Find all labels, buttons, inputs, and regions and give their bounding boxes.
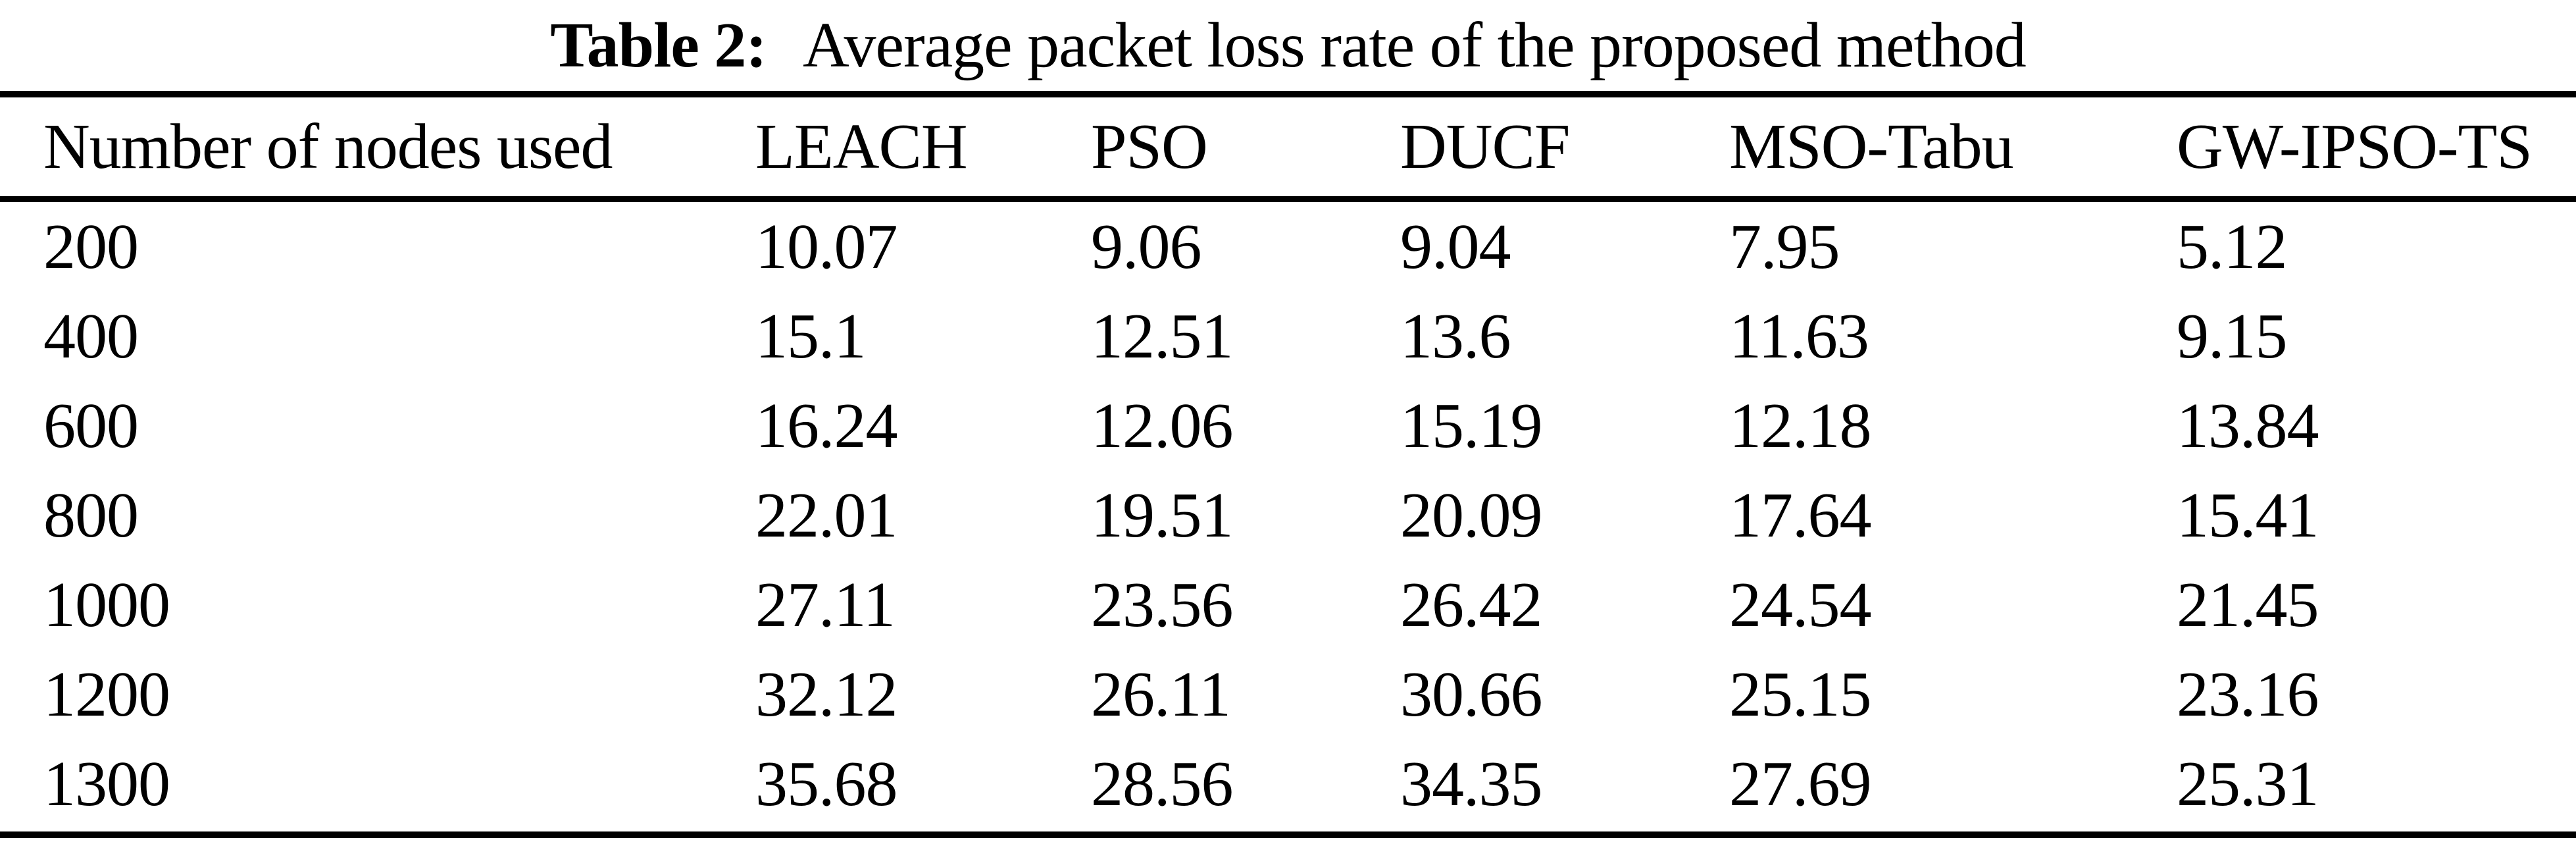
table-cell: 27.69: [1729, 749, 1872, 820]
table-cell: 35.68: [755, 749, 898, 820]
column-header-mso-tabu: MSO-Tabu: [1729, 94, 2177, 202]
table-cell: 21.45: [2177, 569, 2319, 641]
column-header-leach: LEACH: [755, 94, 1091, 202]
table-cell: 5.12: [2177, 211, 2288, 282]
table-caption: Table 2: Average packet loss rate of the…: [0, 0, 2576, 91]
table-cell: 15.41: [2177, 480, 2319, 551]
table-row: 400 15.1 12.51 13.6 11.63 9.15: [0, 292, 2576, 381]
column-header-pso: PSO: [1091, 94, 1400, 202]
table-cell: 200: [43, 211, 139, 282]
header-row: Number of nodes used LEACH PSO DUCF MSO-…: [0, 94, 2576, 202]
table-cell: 800: [43, 480, 139, 551]
table-cell: 27.11: [755, 569, 896, 641]
table-cell: 17.64: [1729, 480, 1872, 551]
table-cell: 1300: [43, 749, 170, 820]
table-cell: 1200: [43, 659, 170, 730]
table-cell: 16.24: [755, 390, 898, 462]
column-header-nodes: Number of nodes used: [0, 94, 755, 202]
table-cell: 22.01: [755, 480, 898, 551]
table-cell: 9.04: [1400, 211, 1511, 282]
table-cell: 19.51: [1091, 480, 1234, 551]
table-cell: 12.18: [1729, 390, 1872, 462]
table-cell: 34.35: [1400, 749, 1543, 820]
table-cell: 10.07: [755, 211, 898, 282]
table-cell: 7.95: [1729, 211, 1840, 282]
table-cell: 1000: [43, 569, 170, 641]
table-cell: 28.56: [1091, 749, 1234, 820]
table-row: 600 16.24 12.06 15.19 12.18 13.84: [0, 381, 2576, 471]
table-cell: 20.09: [1400, 480, 1543, 551]
table-cell: 13.6: [1400, 301, 1511, 372]
table-caption-label: Table 2:: [550, 10, 767, 81]
table-cell: 23.16: [2177, 659, 2319, 730]
table-cell: 26.11: [1091, 659, 1231, 730]
table-cell: 25.15: [1729, 659, 1872, 730]
table-cell: 15.1: [755, 301, 867, 372]
table-cell: 9.15: [2177, 301, 2288, 372]
table-cell: 26.42: [1400, 569, 1543, 641]
table-row: 1200 32.12 26.11 30.66 25.15 23.16: [0, 650, 2576, 739]
table-caption-text: Average packet loss rate of the proposed…: [802, 10, 2027, 81]
column-header-ducf: DUCF: [1400, 94, 1729, 202]
column-header-gw-ipso-ts: GW-IPSO-TS: [2177, 94, 2576, 202]
table-cell: 13.84: [2177, 390, 2319, 462]
table-row: 1300 35.68 28.56 34.35 27.69 25.31: [0, 739, 2576, 835]
table-cell: 32.12: [755, 659, 898, 730]
table-cell: 24.54: [1729, 569, 1872, 641]
table-cell: 15.19: [1400, 390, 1543, 462]
table-cell: 12.51: [1091, 301, 1234, 372]
table-row: 200 10.07 9.06 9.04 7.95 5.12: [0, 199, 2576, 292]
table-cell: 11.63: [1729, 301, 1869, 372]
table-cell: 30.66: [1400, 659, 1543, 730]
table-row: 1000 27.11 23.56 26.42 24.54 21.45: [0, 560, 2576, 650]
packet-loss-table: Number of nodes used LEACH PSO DUCF MSO-…: [0, 91, 2576, 838]
table-cell: 23.56: [1091, 569, 1234, 641]
table-cell: 25.31: [2177, 749, 2319, 820]
table-cell: 400: [43, 301, 139, 372]
table-cell: 12.06: [1091, 390, 1234, 462]
table-cell: 600: [43, 390, 139, 462]
table-cell: 9.06: [1091, 211, 1202, 282]
table-row: 800 22.01 19.51 20.09 17.64 15.41: [0, 471, 2576, 560]
